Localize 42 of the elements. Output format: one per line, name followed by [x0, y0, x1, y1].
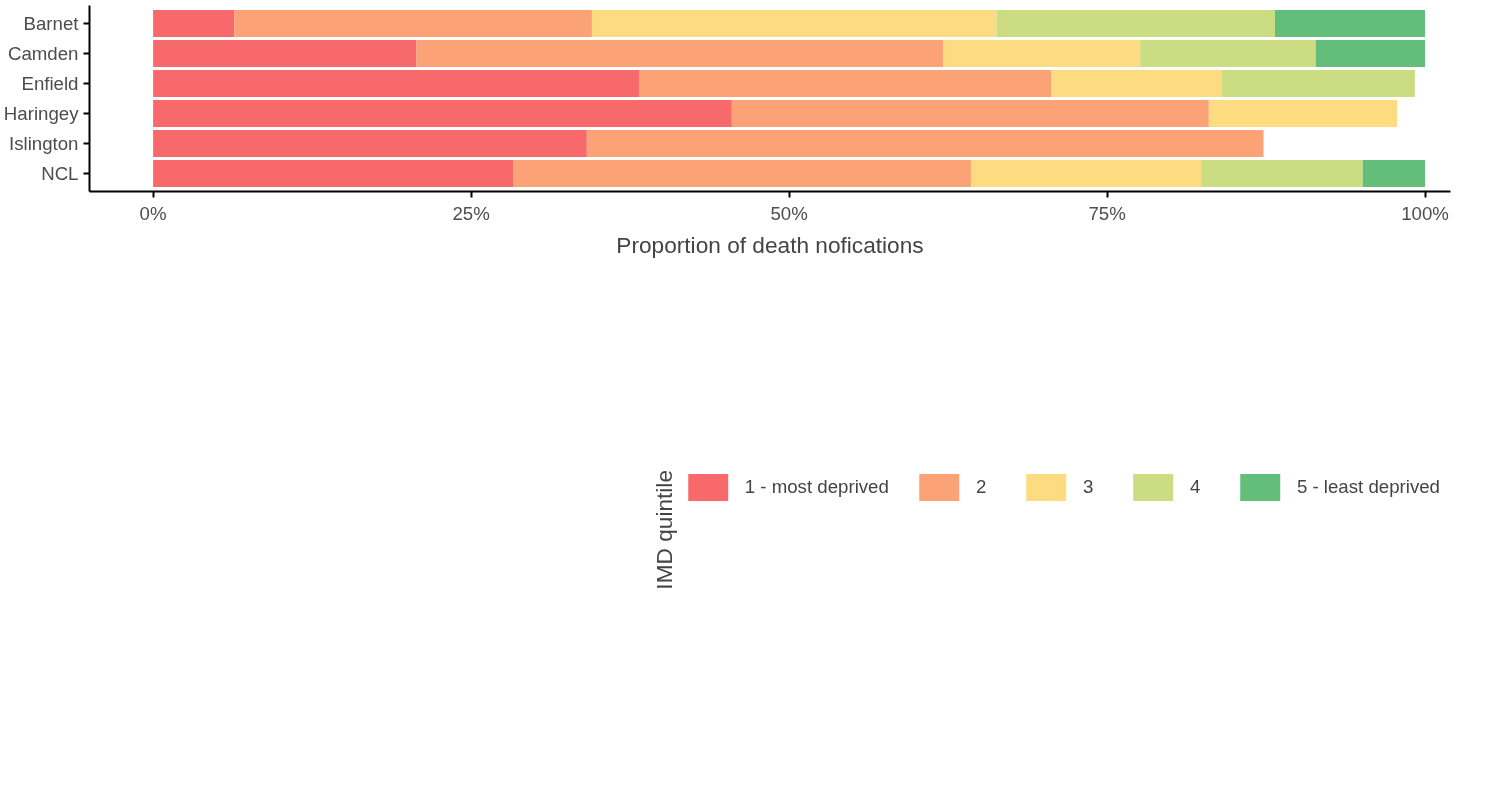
x-axis-title: Proportion of death nofications	[616, 231, 924, 258]
bar	[234, 10, 592, 37]
legend-title: IMD quintile	[650, 470, 678, 590]
bar	[153, 130, 587, 157]
x-tick-label: 100%	[1401, 202, 1449, 224]
legend-label: 2	[975, 476, 988, 499]
y-tick-label: Barnet	[23, 13, 80, 34]
bar	[153, 70, 639, 97]
bar	[996, 10, 1275, 37]
bar	[1051, 70, 1222, 97]
legend-label: 5 - least deprived	[1296, 476, 1440, 499]
x-tick-label: 75%	[1088, 202, 1126, 224]
legend-label: 1 - most deprived	[744, 476, 889, 499]
bar	[513, 160, 971, 187]
y-tick-label: Haringey	[3, 103, 80, 124]
legend-label: 3	[1082, 476, 1095, 499]
legend-label: 4	[1189, 476, 1202, 499]
bar	[153, 40, 417, 67]
bar	[1274, 10, 1426, 37]
bar	[638, 70, 1052, 97]
bar	[416, 40, 943, 67]
bar	[1140, 40, 1316, 67]
y-tick-label: Islington	[9, 133, 79, 154]
bar	[731, 100, 1209, 127]
y-tick-label: Camden	[7, 43, 79, 64]
x-tick-label: 0%	[139, 202, 167, 224]
y-tick-label: Enfield	[21, 73, 79, 94]
bar	[1315, 40, 1426, 67]
bar	[1362, 160, 1426, 187]
bar	[153, 160, 514, 187]
y-tick-label: NCL	[41, 163, 79, 184]
x-tick-label: 25%	[452, 202, 490, 224]
bar	[591, 10, 997, 37]
bar	[586, 130, 1264, 157]
bar	[1208, 100, 1398, 127]
bar	[153, 10, 235, 37]
bar	[1201, 160, 1363, 187]
bar	[970, 160, 1202, 187]
bar	[153, 100, 732, 127]
x-tick-label: 50%	[770, 202, 808, 224]
bar	[1221, 70, 1415, 97]
bar	[942, 40, 1141, 67]
